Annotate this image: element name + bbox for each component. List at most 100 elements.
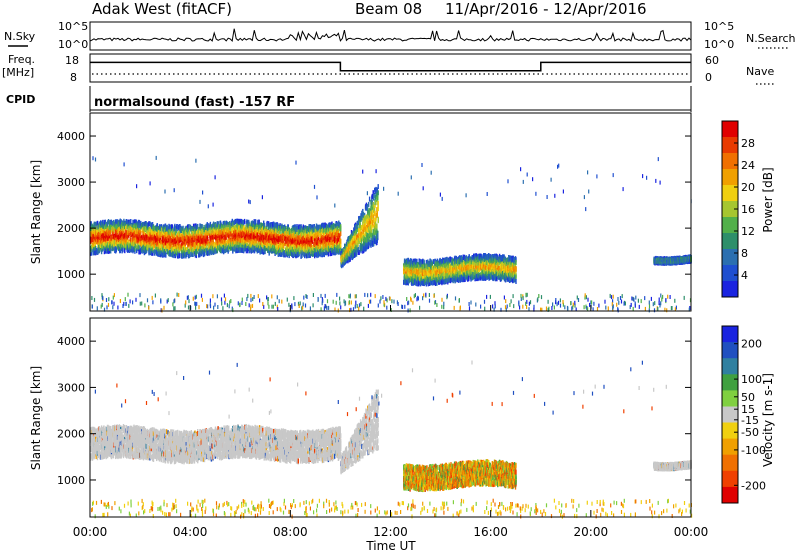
echo-cell [123, 230, 125, 236]
echo-cell [108, 238, 111, 244]
echo-cell [129, 230, 131, 236]
echo-cell [120, 232, 122, 238]
echo-cell [340, 224, 342, 230]
echo-cell [119, 231, 121, 237]
echo-cell [126, 234, 129, 240]
nsky-trace [89, 28, 692, 42]
echo-cell [147, 236, 149, 242]
nsky-tick-top: 10^5 [58, 20, 88, 33]
echo-cell [103, 245, 105, 251]
echo-cell [306, 226, 309, 231]
echo-cell [137, 236, 140, 242]
echo-cell [93, 221, 95, 227]
echo-cell [142, 244, 145, 250]
echo-cell [126, 224, 128, 230]
echo-cell [141, 240, 144, 246]
echo-cell [368, 201, 370, 207]
echo-cell [115, 229, 117, 235]
echo-cell [90, 250, 93, 256]
echo-cell [102, 220, 104, 226]
echo-cell [125, 237, 127, 243]
echo-cell [176, 224, 178, 229]
echo-cell [152, 234, 154, 240]
echo-cell [109, 245, 111, 251]
echo-cell [117, 228, 119, 234]
echo-cell [125, 225, 127, 231]
echo-cell [146, 244, 148, 250]
echo-cell [138, 222, 140, 228]
echo-cell [95, 246, 97, 251]
echo-cell [139, 245, 141, 251]
echo-cell [121, 222, 123, 228]
echo-cell [151, 240, 154, 246]
echo-cell [134, 246, 136, 252]
echo-cell [281, 252, 283, 257]
echo-cell [121, 243, 124, 249]
echo-cell [145, 226, 147, 232]
echo-cell [126, 219, 128, 224]
echo-cell [98, 239, 100, 245]
echo-cell [153, 249, 156, 255]
echo-cell [95, 221, 97, 227]
nave-tick-bottom: 0 [705, 71, 712, 84]
echo-cell [112, 238, 114, 244]
echo-cell [138, 219, 141, 225]
echo-cell [96, 239, 98, 245]
echo-cell [122, 227, 124, 233]
echo-cell [114, 232, 116, 238]
echo-cell [144, 221, 146, 226]
echo-cell [142, 234, 145, 240]
echo-cell [131, 246, 133, 251]
echo-cell [143, 235, 146, 241]
echo-cell [143, 250, 146, 256]
echo-cell [104, 236, 106, 242]
echo-cell [91, 247, 93, 253]
echo-cell [111, 220, 114, 226]
echo-cell [116, 237, 118, 243]
echo-cell [127, 232, 130, 238]
date-range: 11/Apr/2016 - 12/Apr/2016 [445, 0, 647, 18]
echo-cell [114, 235, 116, 241]
echo-cell [145, 241, 147, 247]
echo-cell [149, 221, 151, 227]
echo-cell [148, 244, 151, 250]
echo-cell [107, 219, 110, 224]
echo-cell [340, 231, 342, 236]
echo-cell [108, 225, 111, 231]
echo-cell [368, 196, 371, 202]
echo-cell [136, 234, 139, 240]
echo-cell [165, 252, 167, 258]
echo-cell [116, 230, 118, 236]
nave-tick-top: 60 [705, 54, 719, 67]
echo-cell [367, 221, 369, 227]
echo-cell [254, 219, 257, 225]
echo-cell [201, 224, 203, 230]
nave-label: Nave [746, 65, 774, 78]
echo-cell [112, 219, 115, 225]
echo-cell [98, 236, 101, 242]
echo-cell [363, 246, 365, 252]
echo-cell [107, 226, 110, 232]
echo-cell [101, 237, 104, 243]
echo-cell [134, 219, 136, 225]
freq-label: Freq. [8, 53, 35, 66]
freq-series [90, 61, 691, 72]
echo-cell [126, 239, 129, 245]
freq-unit-label: [MHz] [2, 66, 34, 79]
echo-cell [149, 228, 151, 234]
echo-cell [129, 227, 131, 233]
echo-cell [98, 230, 101, 236]
echo-cell [142, 221, 144, 227]
echo-cell [372, 219, 374, 225]
echo-cell [90, 221, 92, 227]
echo-cell [102, 229, 105, 235]
echo-cell [148, 236, 151, 242]
echo-cell [109, 242, 111, 248]
echo-cell [107, 235, 109, 241]
nsearch-tick-bottom: 10^0 [704, 38, 734, 51]
echo-cell [141, 235, 143, 241]
echo-cell [118, 227, 121, 233]
echo-cell [373, 217, 375, 223]
echo-cell [116, 224, 118, 230]
